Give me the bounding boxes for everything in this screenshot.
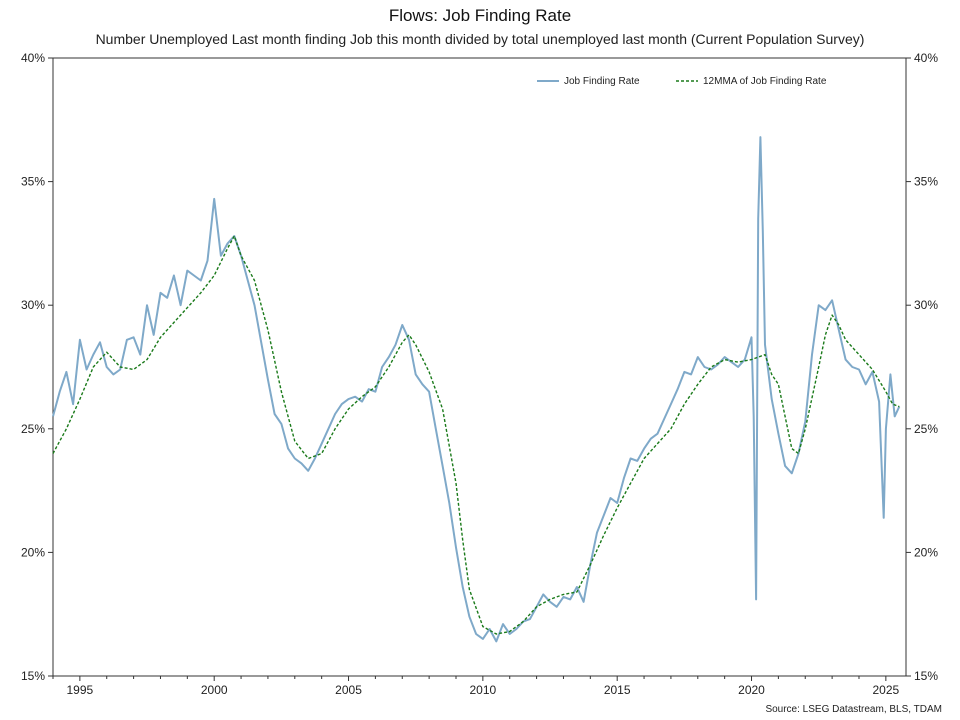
- y-tick-label-left: 15%: [21, 669, 45, 683]
- y-tick-label-right: 35%: [914, 175, 938, 189]
- y-tick-label-right: 15%: [914, 669, 938, 683]
- x-tick-label: 2005: [335, 683, 362, 697]
- y-tick-label-right: 40%: [914, 51, 938, 65]
- y-tick-label-right: 20%: [914, 545, 938, 559]
- y-tick-label-left: 25%: [21, 422, 45, 436]
- y-tick-label-left: 20%: [21, 545, 45, 559]
- y-axis-left: 15% 20% 25% 30% 35% 40%: [21, 51, 53, 683]
- x-tick-label: 2020: [738, 683, 765, 697]
- x-tick-label: 1995: [67, 683, 94, 697]
- legend-label-job-finding-rate: Job Finding Rate: [564, 76, 640, 87]
- y-tick-label-right: 25%: [914, 422, 938, 436]
- y-tick-label-left: 35%: [21, 175, 45, 189]
- chart-subtitle: Number Unemployed Last month finding Job…: [95, 31, 865, 47]
- y-axis-right: 15% 20% 25% 30% 35% 40%: [906, 51, 938, 683]
- series-line-job-finding-rate: [52, 136, 901, 643]
- y-tick-label-left: 30%: [21, 298, 45, 312]
- x-tick-label: 2015: [604, 683, 631, 697]
- x-tick-label: 2010: [470, 683, 497, 697]
- legend: Job Finding Rate 12MMA of Job Finding Ra…: [537, 76, 827, 87]
- y-tick-label-left: 40%: [21, 51, 45, 65]
- series-line-12mma: [52, 235, 900, 635]
- x-axis: 1995 2000 2005 2010 2015 2020 2025: [52, 676, 900, 697]
- y-tick-label-right: 30%: [914, 298, 938, 312]
- source-note: Source: LSEG Datastream, BLS, TDAM: [765, 704, 942, 715]
- x-tick-label: 2025: [872, 683, 899, 697]
- plot-frame: [52, 57, 907, 677]
- legend-label-12mma: 12MMA of Job Finding Rate: [703, 76, 827, 87]
- x-tick-label: 2000: [201, 683, 228, 697]
- series-layer: [52, 136, 901, 643]
- chart-title: Flows: Job Finding Rate: [388, 6, 572, 25]
